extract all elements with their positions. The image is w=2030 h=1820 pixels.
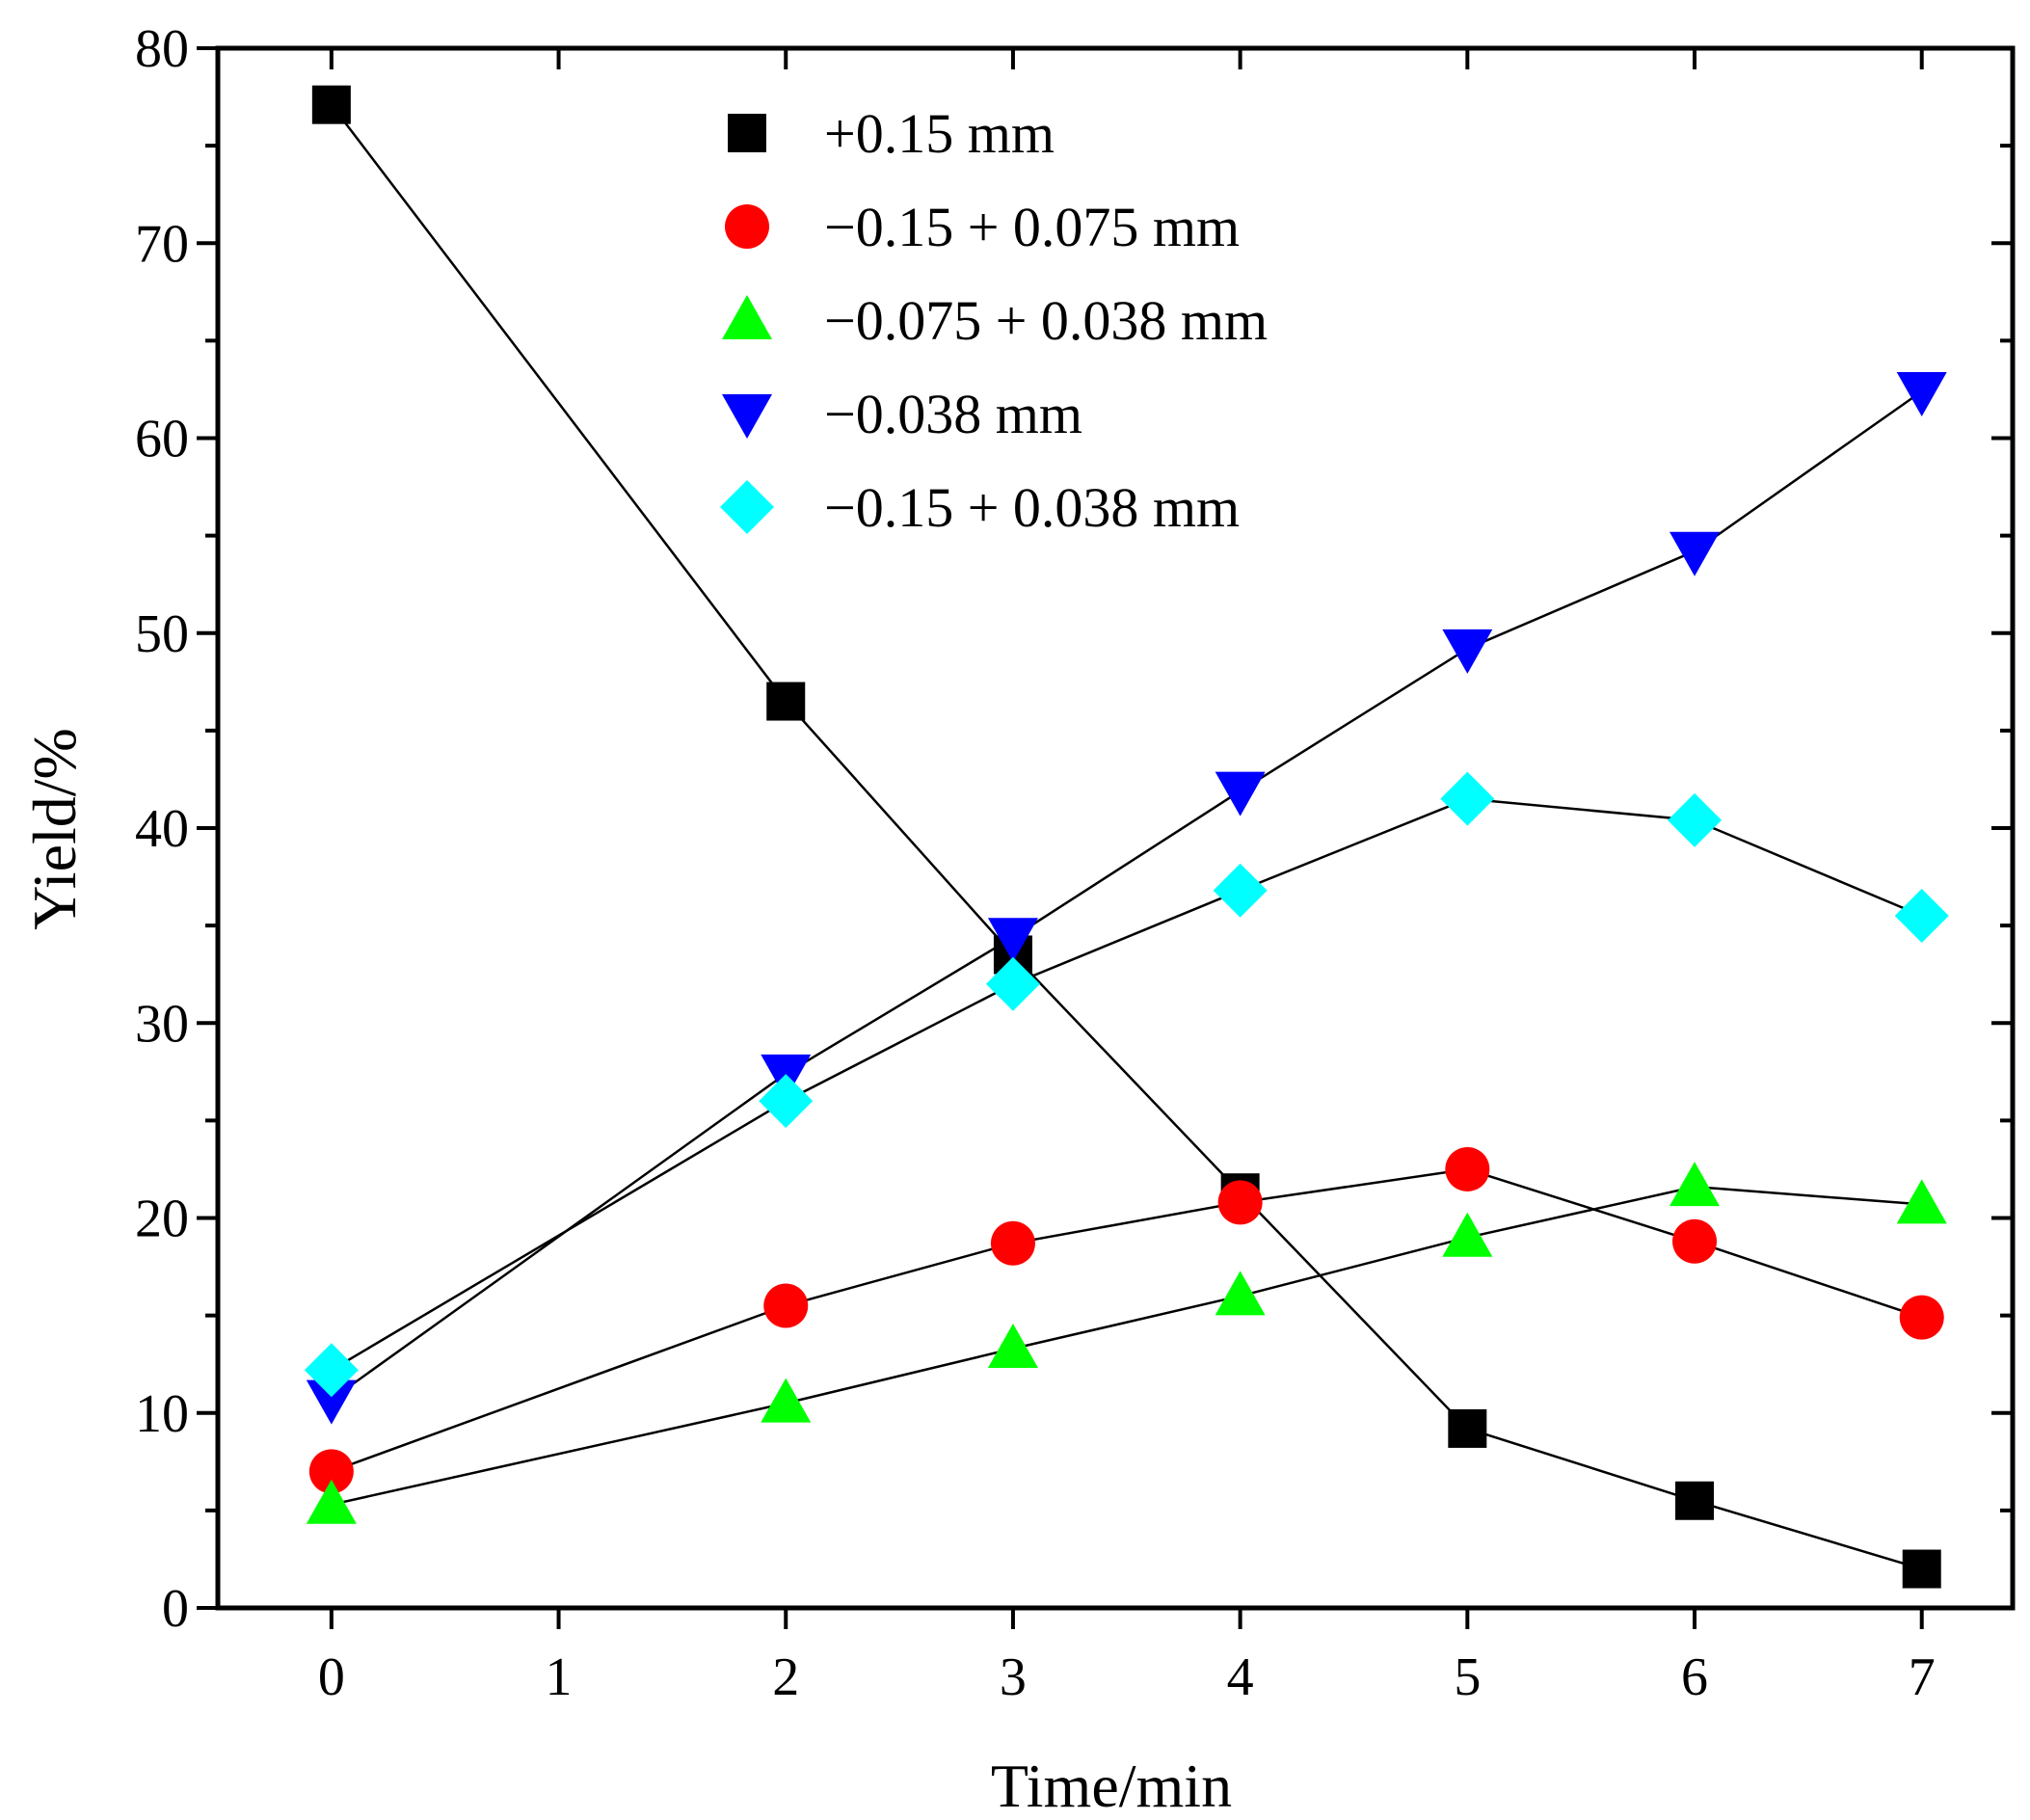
data-point-s2-3: [1215, 1271, 1266, 1316]
legend-label-1: −0.15 + 0.075 mm: [824, 196, 1240, 258]
x-tick-label: 5: [1454, 1647, 1481, 1707]
y-tick-label: 10: [135, 1384, 189, 1444]
data-point-s1-6: [1899, 1295, 1944, 1340]
legend-marker-0: [728, 114, 766, 152]
legend: +0.15 mm −0.15 + 0.075 mm −0.075 + 0.038 m…: [720, 102, 1268, 539]
y-axis-title: Yield/%: [20, 728, 89, 930]
data-point-s1-1: [763, 1283, 809, 1328]
data-point-s3-2: [987, 918, 1038, 963]
legend-label-4: −0.15 + 0.038 mm: [824, 476, 1240, 539]
y-tick-label: 50: [135, 604, 189, 664]
x-tick-label: 1: [546, 1647, 573, 1707]
x-tick-label: 4: [1227, 1647, 1254, 1707]
x-tick-label: 6: [1681, 1647, 1708, 1707]
series-line-1: [331, 1167, 1923, 1473]
data-point-s4-2: [985, 956, 1040, 1011]
data-point-s2-4: [1442, 1212, 1493, 1257]
data-point-s1-3: [1217, 1180, 1263, 1225]
data-point-s4-0: [304, 1343, 359, 1398]
x-tick-label: 3: [1000, 1647, 1027, 1707]
data-point-s4-3: [1213, 863, 1268, 918]
y-tick-label: 80: [135, 19, 189, 79]
data-point-s2-0: [306, 1479, 357, 1524]
data-point-s2-5: [1669, 1162, 1721, 1207]
axis-ticks: 0 10 20 30 40 50 60 70 80 0 1 2 3 4 5 6 7: [135, 19, 2013, 1707]
data-point-s1-2: [990, 1220, 1035, 1266]
series-line-4: [331, 797, 1923, 1372]
data-point-s0-1: [766, 682, 806, 721]
y-tick-label: 60: [135, 410, 189, 469]
data-point-s0-5: [1675, 1481, 1715, 1520]
legend-marker-3: [722, 394, 772, 439]
data-point-s0-0: [311, 85, 351, 124]
legend-label-2: −0.075 + 0.038 mm: [824, 289, 1268, 352]
legend-label-3: −0.038 mm: [824, 383, 1082, 445]
data-point-s3-0: [306, 1379, 357, 1425]
data-point-s3-4: [1442, 629, 1493, 674]
series-markers: [304, 85, 1949, 1589]
data-point-s0-6: [1902, 1549, 1941, 1589]
data-point-s1-4: [1445, 1146, 1490, 1191]
data-point-s4-5: [1668, 792, 1723, 847]
y-tick-label: 30: [135, 994, 189, 1054]
legend-marker-1: [725, 204, 769, 249]
data-point-s4-4: [1440, 771, 1495, 826]
legend-marker-2: [722, 295, 772, 339]
legend-marker-4: [720, 480, 774, 534]
y-tick-label: 20: [135, 1190, 189, 1249]
data-point-s4-6: [1894, 889, 1949, 944]
plot-frame: [215, 45, 2016, 1611]
data-point-s1-0: [308, 1449, 354, 1494]
x-tick-label: 7: [1909, 1647, 1936, 1707]
data-point-s3-3: [1215, 771, 1266, 816]
data-point-s1-5: [1672, 1218, 1718, 1264]
data-point-s3-6: [1896, 371, 1947, 416]
data-point-s0-4: [1448, 1408, 1487, 1448]
y-tick-label: 70: [135, 214, 189, 274]
y-tick-label: 40: [135, 799, 189, 859]
x-tick-label: 2: [772, 1647, 799, 1707]
data-point-s3-5: [1669, 531, 1721, 576]
data-point-s2-6: [1896, 1179, 1947, 1224]
x-tick-label: 0: [318, 1647, 345, 1707]
x-axis-title: Time/min: [991, 1752, 1232, 1820]
data-point-s4-1: [759, 1074, 814, 1129]
plot-area: [215, 45, 2016, 1611]
y-tick-label: 0: [162, 1579, 189, 1639]
data-point-s2-1: [761, 1378, 812, 1423]
legend-label-0: +0.15 mm: [824, 102, 1055, 165]
data-point-s2-2: [987, 1324, 1038, 1369]
